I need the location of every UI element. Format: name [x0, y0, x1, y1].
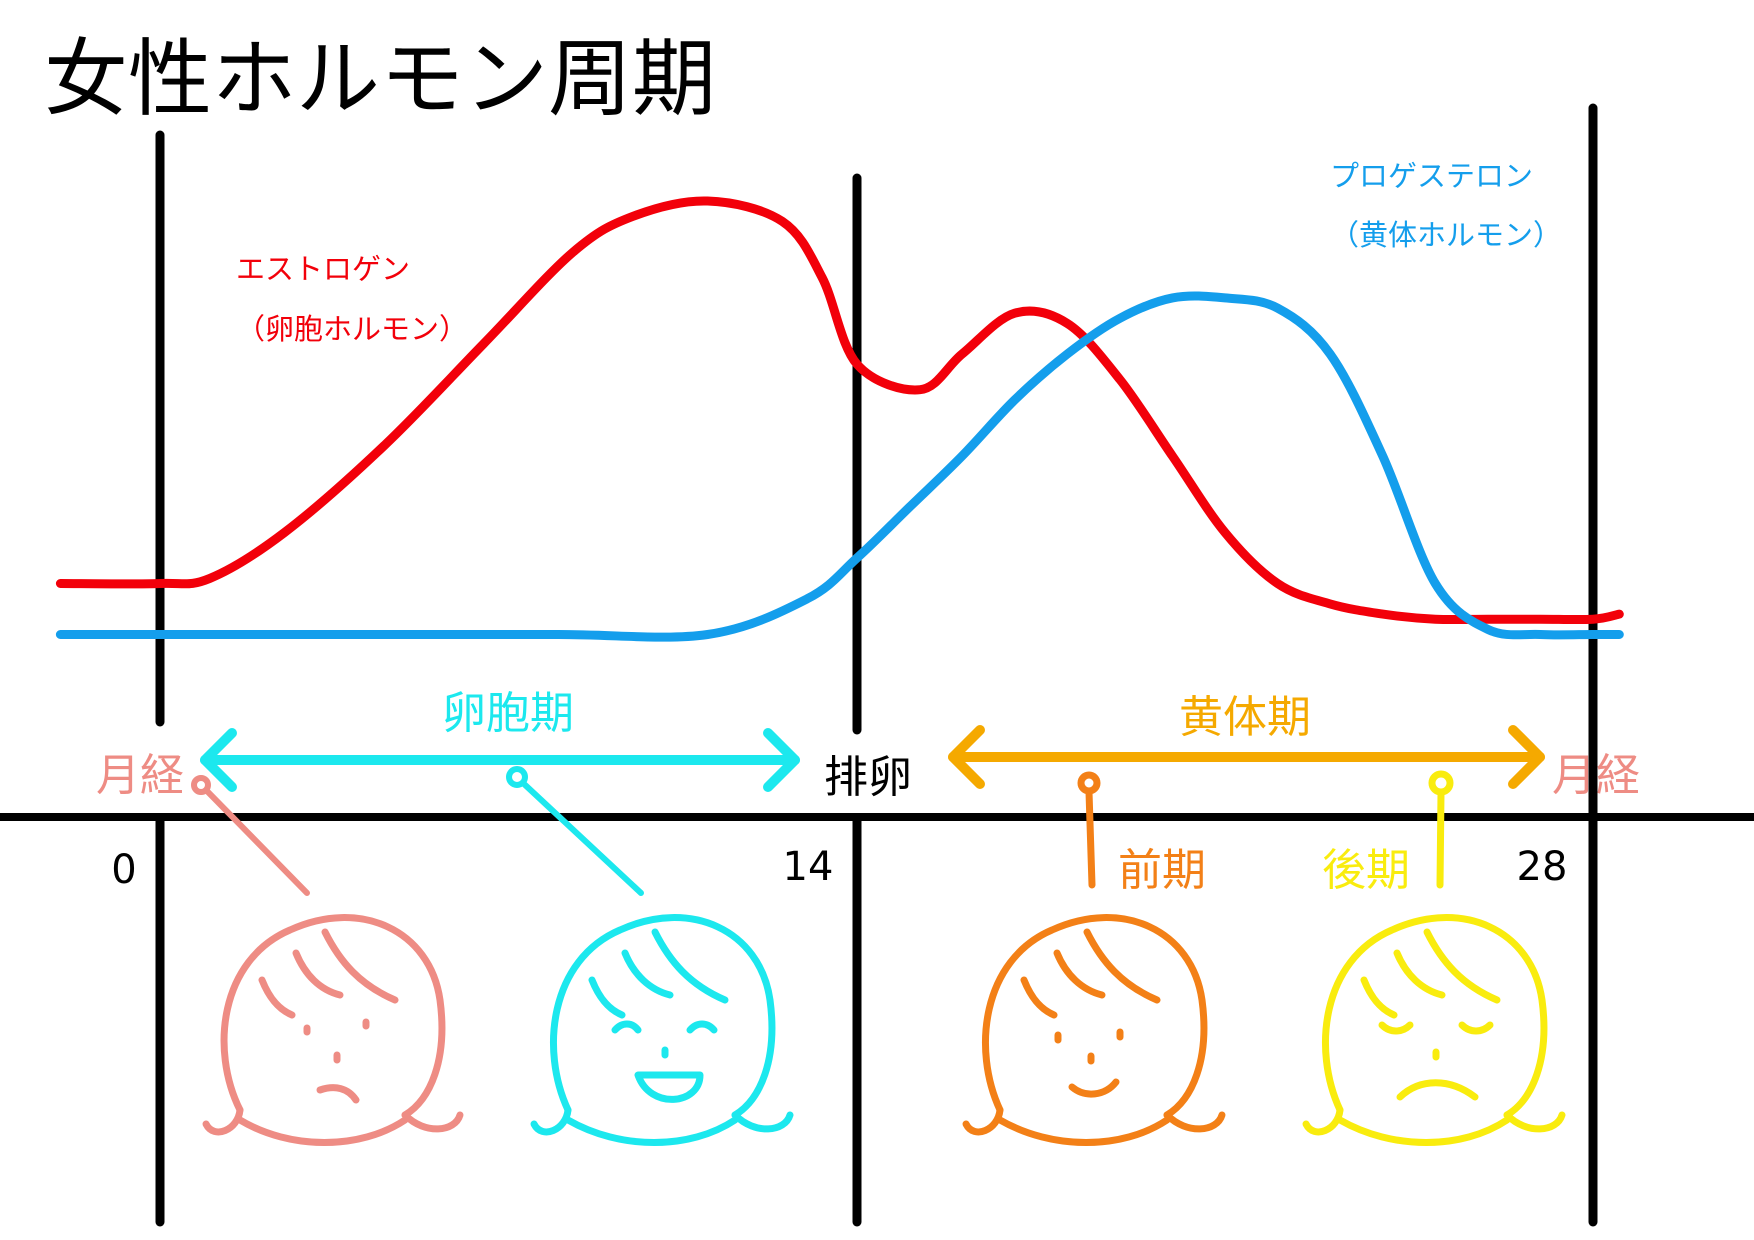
estrogen-curve — [55, 196, 1624, 625]
early-pointer — [1077, 771, 1101, 889]
menses-label-left: 月経 — [96, 750, 184, 801]
menses-face-icon — [202, 914, 464, 1146]
page-title: 女性ホルモン周期 — [44, 30, 716, 128]
progesterone-label: プロゲステロン — [1330, 159, 1533, 193]
late-pointer — [1428, 770, 1454, 889]
ovulation-label: 排卵 — [824, 752, 912, 803]
menses-pointer — [191, 775, 310, 896]
follicular-phase-label: 卵胞期 — [442, 688, 574, 739]
tick-label-28: 28 — [1517, 844, 1568, 890]
luteal-phase-arrow — [948, 725, 1545, 789]
luteal-phase-label: 黄体期 — [1179, 692, 1311, 743]
late-luteal-face-icon — [1302, 914, 1566, 1146]
progesterone-curve — [55, 291, 1624, 642]
progesterone-sublabel: （黄体ホルモン） — [1330, 218, 1562, 252]
early-luteal-label: 前期 — [1118, 845, 1206, 896]
tick-label-0: 0 — [111, 847, 136, 893]
early-luteal-face-icon — [962, 914, 1226, 1146]
estrogen-sublabel: （卵胞ホルモン） — [236, 312, 468, 346]
estrogen-label: エストロゲン — [236, 252, 410, 286]
tick-label-14: 14 — [783, 844, 834, 890]
follicular-pointer — [506, 766, 644, 896]
follicular-face-icon — [530, 914, 794, 1146]
menses-label-right: 月経 — [1552, 750, 1640, 801]
late-luteal-label: 後期 — [1322, 845, 1410, 896]
follicular-phase-arrow — [200, 728, 800, 792]
